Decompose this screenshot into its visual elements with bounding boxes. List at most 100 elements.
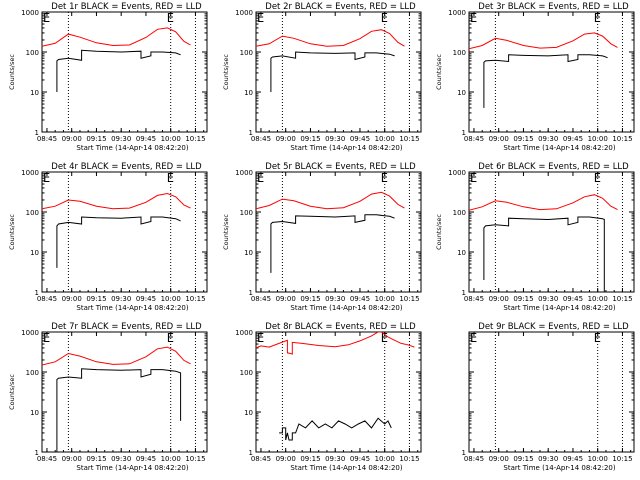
y-tick-label: 10	[457, 249, 466, 257]
plot-frame	[255, 11, 422, 133]
lld-rate-line	[256, 332, 415, 355]
event-marker-label: E	[381, 331, 388, 345]
x-tick-label: 10:15	[185, 455, 205, 463]
x-tick-label: 09:15	[86, 135, 106, 143]
event-marker-label: E	[594, 331, 601, 345]
y-tick-label: 1000	[448, 9, 466, 17]
y-tick-label: 1000	[235, 9, 253, 17]
x-tick-label: 10:00	[161, 135, 181, 143]
plot-frame	[468, 11, 635, 133]
panel-title: Det 2r BLACK = Events, RED = LLD	[265, 2, 416, 12]
event-marker-label: E	[257, 11, 264, 25]
x-tick-label: 08:45	[37, 295, 57, 303]
x-tick-label: 09:30	[111, 455, 131, 463]
y-tick-label: 1000	[235, 169, 253, 177]
event-marker-label: E	[43, 11, 50, 25]
x-tick-label: 08:45	[251, 295, 271, 303]
x-tick-label: 09:45	[350, 295, 370, 303]
panel-title: Det 5r BLACK = Events, RED = LLD	[265, 162, 416, 172]
x-tick-label: 09:15	[513, 135, 533, 143]
event-marker-label: E	[167, 171, 174, 185]
x-tick-label: 10:00	[588, 455, 608, 463]
x-axis-label: Start Time (14-Apr-14 08:42:20)	[503, 464, 615, 472]
x-tick-label: 09:15	[300, 295, 320, 303]
x-tick-label: 08:45	[251, 135, 271, 143]
event-marker-label: E	[594, 11, 601, 25]
x-axis-label: Start Time (14-Apr-14 08:42:20)	[76, 144, 188, 152]
x-tick-label: 10:00	[375, 135, 395, 143]
panel-title: Det 8r BLACK = Events, RED = LLD	[265, 322, 416, 332]
x-tick-label: 09:30	[538, 455, 558, 463]
x-tick-label: 09:30	[538, 135, 558, 143]
y-tick-label: 1000	[21, 329, 39, 337]
x-tick-label: 10:00	[588, 135, 608, 143]
x-tick-label: 09:00	[276, 135, 296, 143]
x-tick-label: 10:15	[399, 295, 419, 303]
y-tick-label: 100	[240, 49, 253, 57]
y-tick-label: 100	[26, 209, 39, 217]
events-rate-line	[56, 49, 181, 92]
plot-frame	[255, 331, 422, 453]
events-rate-line	[279, 417, 392, 441]
x-tick-label: 09:00	[489, 455, 509, 463]
y-tick-label: 1000	[21, 9, 39, 17]
x-tick-label: 09:45	[136, 295, 156, 303]
panel-title: Det 6r BLACK = Events, RED = LLD	[478, 162, 629, 172]
x-tick-label: 08:45	[464, 135, 484, 143]
x-tick-label: 10:00	[375, 455, 395, 463]
lld-rate-line	[256, 29, 405, 47]
x-tick-label: 10:00	[161, 295, 181, 303]
panel-title: Det 9r BLACK = Events, RED = LLD	[478, 322, 629, 332]
x-tick-label: 10:15	[399, 455, 419, 463]
plot-frame	[255, 171, 422, 293]
y-tick-label: 1000	[448, 169, 466, 177]
y-tick-label: 10	[30, 249, 39, 257]
x-tick-label: 09:15	[513, 455, 533, 463]
y-axis-label: Counts/sec	[8, 54, 16, 90]
panel-title: Det 7r BLACK = Events, RED = LLD	[51, 322, 202, 332]
y-axis-label: Counts/sec	[435, 54, 443, 90]
y-axis-label: Counts/sec	[8, 374, 16, 410]
x-tick-label: 09:45	[136, 455, 156, 463]
y-tick-label: 10	[457, 89, 466, 97]
event-marker-label: E	[43, 331, 50, 345]
y-tick-label: 100	[453, 209, 466, 217]
x-tick-label: 08:45	[251, 455, 271, 463]
x-axis-label: Start Time (14-Apr-14 08:42:20)	[290, 464, 402, 472]
y-axis-label: Counts/sec	[435, 214, 443, 250]
panel-title: Det 3r BLACK = Events, RED = LLD	[478, 2, 629, 12]
event-marker-label: E	[167, 331, 174, 345]
event-marker-label: E	[257, 171, 264, 185]
x-tick-label: 10:00	[588, 295, 608, 303]
x-tick-label: 09:45	[563, 135, 583, 143]
y-tick-label: 1	[35, 129, 39, 137]
x-tick-label: 09:45	[350, 135, 370, 143]
events-rate-line	[483, 54, 608, 108]
y-tick-label: 1	[249, 289, 253, 297]
x-tick-label: 09:15	[300, 135, 320, 143]
x-tick-label: 09:00	[276, 295, 296, 303]
event-marker-label: E	[594, 171, 601, 185]
events-rate-line	[56, 216, 181, 268]
x-tick-label: 09:00	[489, 295, 509, 303]
y-axis-label: Counts/sec	[8, 214, 16, 250]
x-tick-label: 10:00	[161, 455, 181, 463]
x-axis-label: Start Time (14-Apr-14 08:42:20)	[503, 144, 615, 152]
x-tick-label: 09:15	[513, 295, 533, 303]
x-tick-label: 09:45	[563, 455, 583, 463]
event-marker-label: E	[470, 331, 477, 345]
x-tick-label: 10:15	[612, 135, 632, 143]
y-tick-label: 10	[30, 409, 39, 417]
y-tick-label: 100	[240, 209, 253, 217]
lld-rate-line	[42, 346, 191, 366]
y-tick-label: 10	[30, 89, 39, 97]
y-tick-label: 100	[453, 49, 466, 57]
x-tick-label: 09:15	[86, 295, 106, 303]
y-tick-label: 1	[249, 129, 253, 137]
x-tick-label: 08:45	[464, 455, 484, 463]
x-tick-label: 09:00	[276, 455, 296, 463]
